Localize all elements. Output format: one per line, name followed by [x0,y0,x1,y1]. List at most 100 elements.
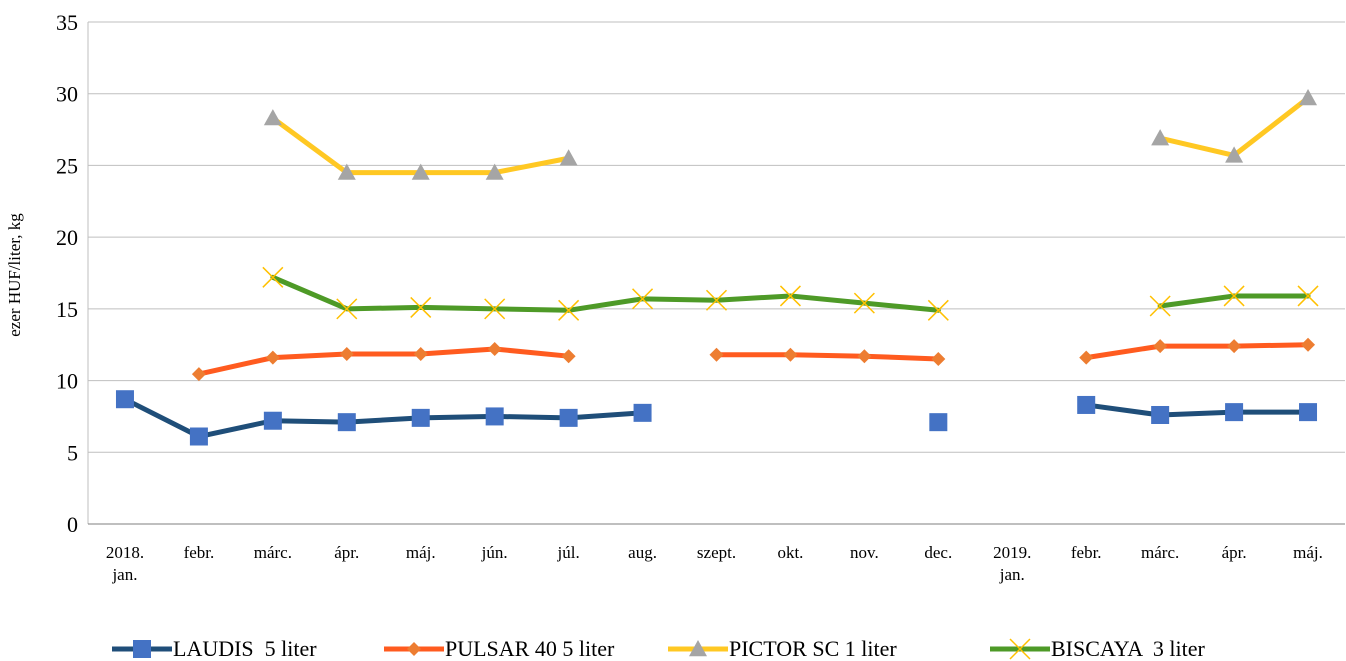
data-point [783,347,798,362]
x-tick-line: márc. [1141,543,1179,562]
x-tick-line: aug. [628,543,657,562]
series-line [714,352,941,362]
x-tick-label: máj. [1293,543,1323,562]
data-point [263,411,282,430]
x-tick-line: febr. [184,543,215,562]
data-point [485,407,504,426]
y-tick-label: 10 [56,369,78,394]
x-tick-label: 2019. jan. [993,543,1031,584]
legend: LAUDIS 5 liter PULSAR 40 5 liter PICTOR SC… [112,636,1206,661]
x-tick-line: nov. [850,543,879,562]
x-tick-label: szept. [697,543,736,562]
x-tick-labels: 2018. jan. febr. márc. ápr. máj. jún. júl. aug. s… [106,543,1323,584]
data-point [1301,337,1316,352]
legend-item-2: PICTOR SC 1 liter [668,636,897,661]
series-line [1083,342,1311,361]
x-tick-line: febr. [1071,543,1102,562]
x-tick-label: 2018. jan. [106,543,144,584]
legend-label: PULSAR 40 5 liter [445,636,615,661]
data-point [115,390,134,409]
data-point [705,289,728,311]
series-1 [191,337,1316,382]
data-point [709,347,724,362]
data-point [689,640,707,657]
x-tick-line: ápr. [1222,543,1247,562]
y-tick-label: 0 [67,512,78,537]
data-point [561,349,576,364]
x-tick-label: febr. [184,543,215,562]
x-tick-label: márc. [254,543,292,562]
x-tick-line: szept. [697,543,736,562]
x-tick-line: jan. [999,565,1025,584]
data-point [337,163,356,180]
data-point [407,642,421,656]
y-tick-labels: 0 5 10 15 20 25 30 35 [56,10,78,537]
data-point [632,288,654,310]
data-point [339,347,354,362]
data-point [411,408,430,427]
data-point [931,352,946,367]
data-point [263,109,282,126]
data-point [1151,405,1170,424]
y-tick-label: 20 [56,225,78,250]
series-0 [115,390,1318,446]
legend-item-0: LAUDIS 5 liter [112,636,317,661]
data-point [1227,339,1242,354]
y-tick-label: 15 [56,297,78,322]
data-point [1009,638,1031,660]
series-line [122,396,646,440]
data-point [558,299,580,321]
x-tick-label: márc. [1141,543,1179,562]
data-point [133,640,151,658]
data-point [1077,395,1096,414]
legend-item-1: PULSAR 40 5 liter [384,636,615,661]
legend-item-3: BISCAYA 3 liter [990,636,1206,661]
y-tick-label: 35 [56,10,78,35]
data-point [853,292,875,314]
y-tick-label: 5 [67,440,78,465]
series-2 [263,89,1318,180]
data-point [191,367,206,382]
data-point [487,342,502,357]
x-tick-line: júl. [557,543,580,562]
series-group [115,89,1319,446]
x-tick-line: 2018. [106,543,144,562]
x-tick-label: máj. [406,543,436,562]
data-point [929,413,948,432]
x-tick-line: ápr. [334,543,359,562]
data-point [484,298,506,320]
series-line [1083,402,1311,418]
data-point [1149,295,1171,317]
y-tick-label: 25 [56,153,78,178]
data-point [262,266,284,288]
data-point [337,413,356,432]
data-point [1299,403,1318,422]
data-point [1299,89,1318,106]
data-point [411,163,430,180]
data-point [485,163,504,180]
data-point [927,299,949,321]
series-line [1157,293,1311,309]
legend-label: PICTOR SC 1 liter [729,636,897,661]
data-point [1297,285,1319,307]
gridlines [87,21,1345,525]
x-tick-line: 2019. [993,543,1031,562]
data-point [413,347,428,362]
data-point [336,298,358,320]
x-tick-label: ápr. [1222,543,1247,562]
data-point [1225,403,1244,422]
x-tick-label: okt. [777,543,803,562]
x-tick-line: jan. [111,565,137,584]
data-point [410,296,432,318]
data-point [1151,129,1170,146]
data-point [779,285,801,307]
data-point [1223,285,1245,307]
data-point [857,349,872,364]
data-point [265,350,280,365]
x-tick-line: dec. [924,543,952,562]
data-point [1153,339,1168,354]
x-tick-label: nov. [850,543,879,562]
data-point [559,408,578,427]
series-line [270,274,941,313]
data-point [1079,350,1094,365]
